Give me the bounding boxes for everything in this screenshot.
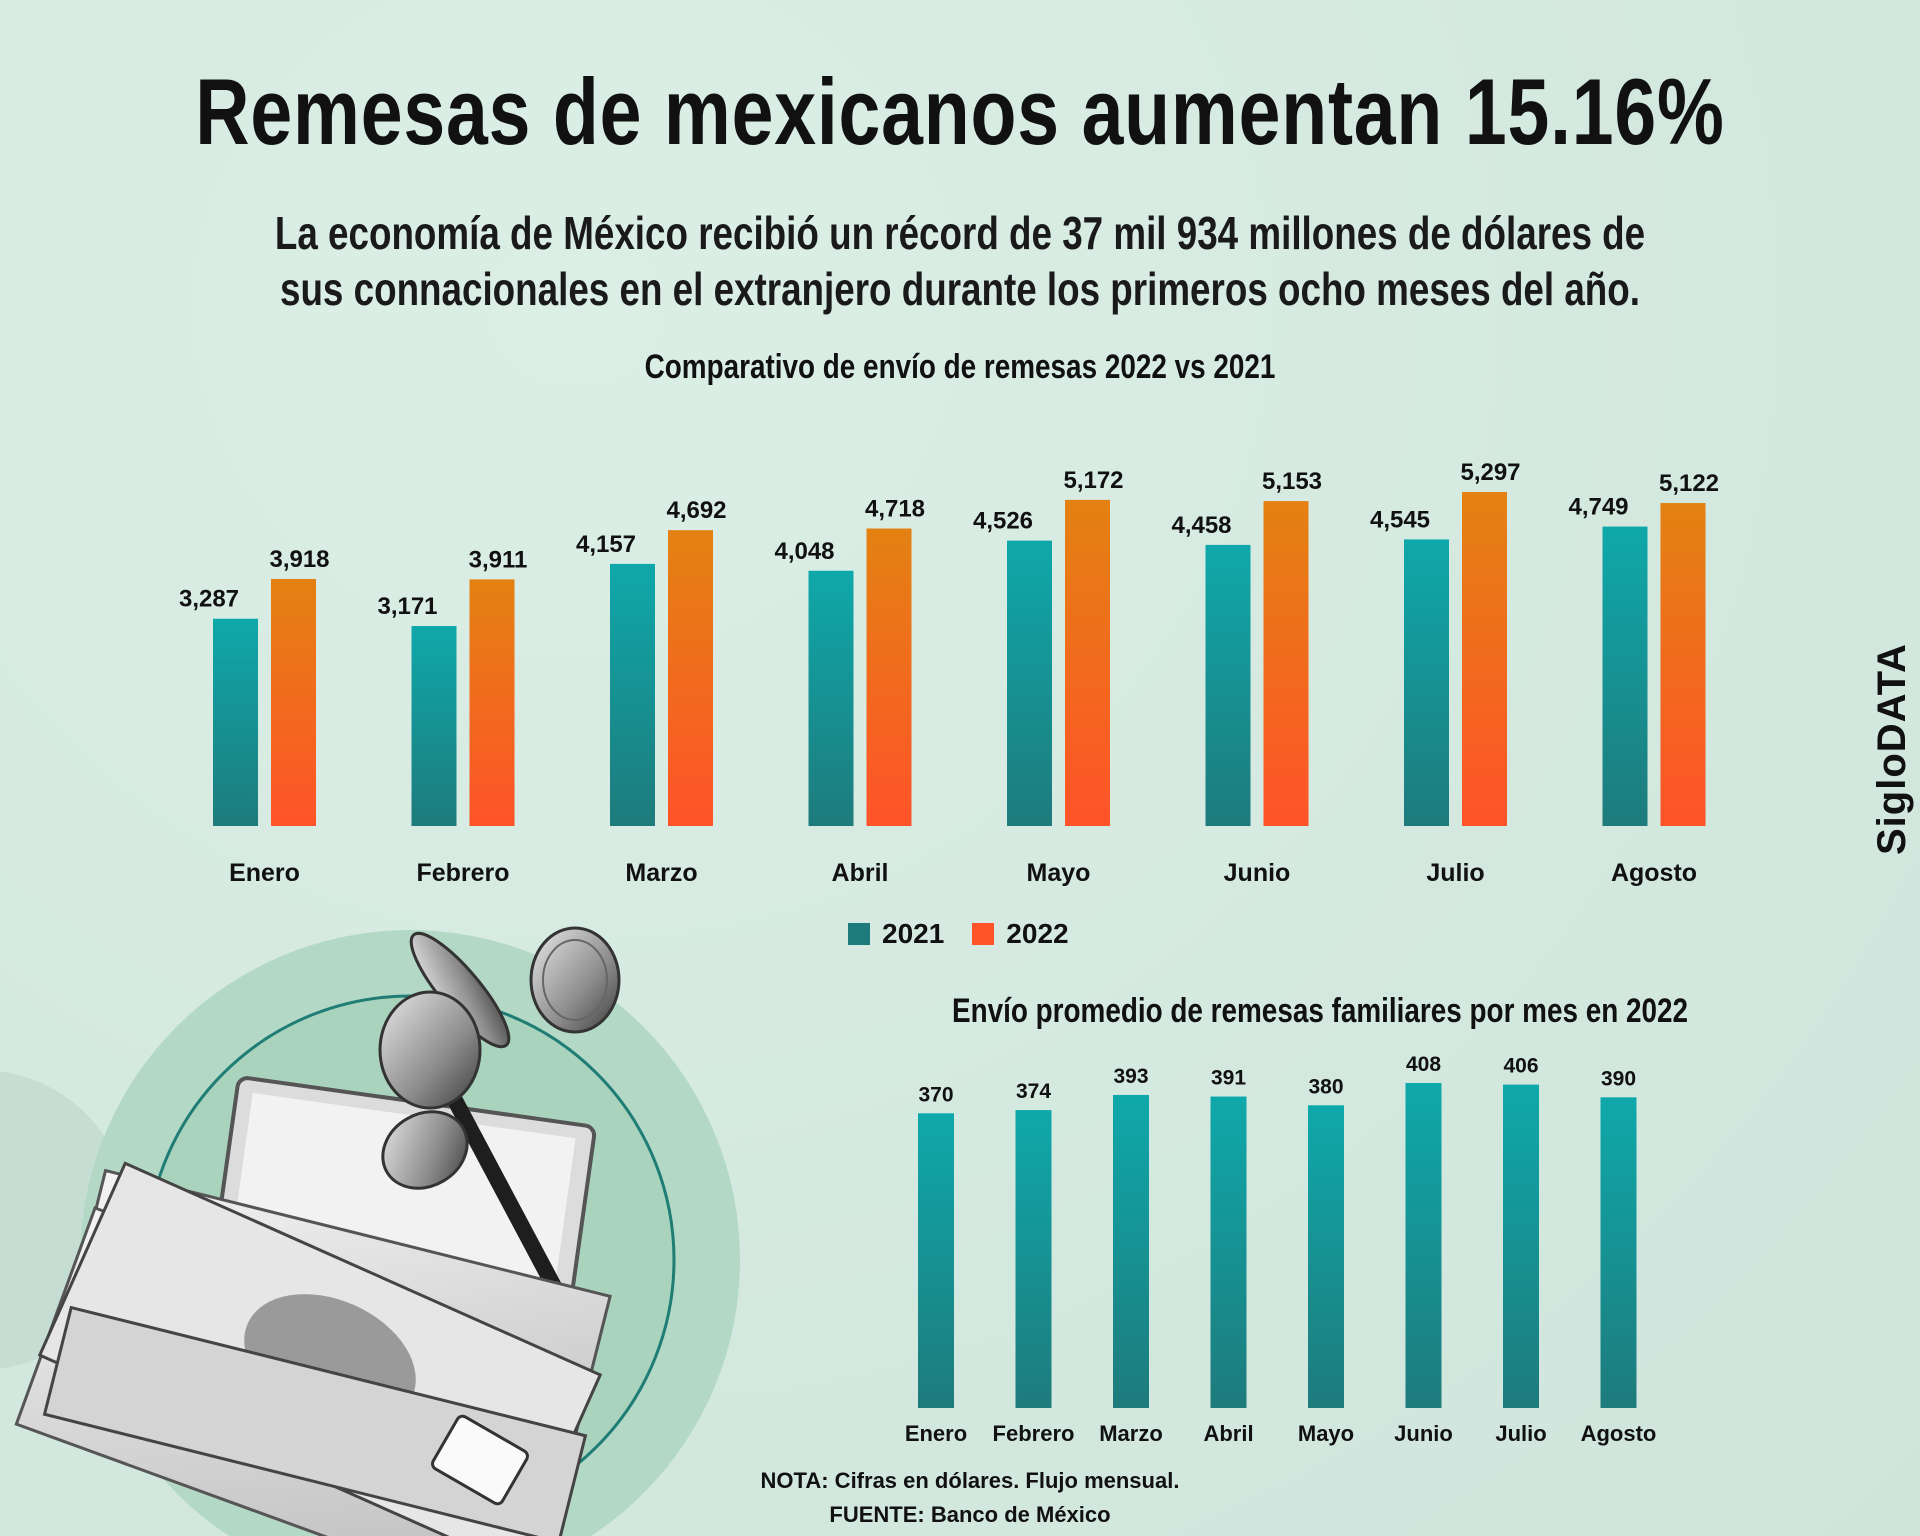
value-label-2021-enero: 3,287 — [179, 586, 239, 613]
avg-category-label-mayo: Mayo — [1298, 1421, 1354, 1446]
category-label-abril: Abril — [832, 859, 889, 887]
avg-category-label-abril: Abril — [1203, 1421, 1253, 1446]
bar-2022-marzo — [668, 530, 713, 826]
legend-label-2021: 2021 — [882, 918, 945, 949]
dollar-bills-icon — [14, 1161, 612, 1536]
subtitle-line-1: La economía de México recibió un récord … — [274, 207, 1646, 259]
avg-value-label-abril: 391 — [1211, 1067, 1246, 1090]
value-label-2022-febrero: 3,911 — [469, 546, 528, 573]
bar-2021-enero — [213, 618, 258, 826]
avg-bar-junio — [1405, 1083, 1442, 1408]
subtitle: La economía de México recibió un récord … — [192, 205, 1728, 317]
average-bar-chart: 370 Enero 374 Febrero 393 Marzo 391 Abril 380 May… — [905, 1053, 1657, 1446]
value-label-2022-abril: 4,718 — [865, 496, 925, 523]
avg-value-label-marzo: 393 — [1113, 1065, 1148, 1088]
avg-category-label-febrero: Febrero — [993, 1421, 1075, 1446]
avg-bar-marzo — [1113, 1094, 1149, 1408]
bar-2021-abril — [808, 570, 854, 826]
bar-2022-julio — [1462, 492, 1507, 826]
value-label-2022-agosto: 5,122 — [1659, 470, 1719, 497]
avg-category-label-julio: Julio — [1495, 1421, 1546, 1446]
avg-category-label-agosto: Agosto — [1581, 1421, 1657, 1446]
value-label-2022-mayo: 5,172 — [1063, 467, 1123, 494]
chart-legend: 2021 2022 — [848, 918, 1069, 950]
bar-2021-mayo — [1007, 540, 1052, 826]
avg-bar-agosto — [1600, 1097, 1637, 1408]
value-label-2022-marzo: 4,692 — [666, 497, 726, 524]
bar-2022-mayo — [1065, 499, 1110, 826]
bar-2021-julio — [1404, 539, 1449, 826]
value-label-2021-mayo: 4,526 — [973, 508, 1033, 535]
bar-2022-enero — [271, 578, 316, 826]
bar-2022-agosto — [1660, 503, 1706, 826]
comparison-bar-chart: 3,287 3,918 Enero 3,171 3,911 Febrero 4,157 4,6… — [179, 459, 1719, 887]
legend-swatch-2021 — [848, 923, 870, 945]
avg-category-label-enero: Enero — [905, 1421, 967, 1446]
bar-2021-junio — [1205, 544, 1251, 826]
avg-category-label-junio: Junio — [1394, 1421, 1453, 1446]
avg-value-label-julio: 406 — [1503, 1055, 1538, 1078]
legend-item-2021: 2021 — [848, 918, 944, 950]
legend-label-2022: 2022 — [1006, 918, 1069, 949]
money-illustration — [0, 926, 740, 1536]
value-label-2021-marzo: 4,157 — [576, 531, 636, 558]
value-label-2021-agosto: 4,749 — [1568, 494, 1628, 521]
coins-icon — [378, 926, 621, 1190]
value-label-2021-febrero: 3,171 — [377, 593, 437, 620]
avg-bar-abril — [1210, 1096, 1247, 1408]
category-label-agosto: Agosto — [1611, 859, 1697, 887]
bar-2022-abril — [866, 528, 912, 826]
comparison-chart-title: Comparativo de envío de remesas 2022 vs … — [644, 348, 1276, 386]
avg-value-label-febrero: 374 — [1016, 1080, 1051, 1103]
category-label-marzo: Marzo — [625, 859, 697, 887]
value-label-2022-enero: 3,918 — [269, 546, 329, 573]
value-label-2022-julio: 5,297 — [1460, 459, 1520, 486]
bar-2021-febrero — [411, 626, 457, 826]
category-label-julio: Julio — [1426, 859, 1484, 887]
legend-item-2022: 2022 — [972, 918, 1069, 950]
category-label-junio: Junio — [1224, 859, 1291, 887]
average-chart-title: Envío promedio de remesas familiares por… — [951, 992, 1689, 1030]
bar-2022-febrero — [469, 579, 515, 826]
brand-logo: SigloDATA — [1870, 643, 1914, 855]
source-note: FUENTE: Banco de México — [829, 1502, 1111, 1527]
avg-bar-mayo — [1308, 1105, 1344, 1408]
value-label-2021-abril: 4,048 — [774, 538, 834, 565]
subtitle-line-2: sus connacionales en el extranjero duran… — [279, 263, 1640, 315]
category-label-febrero: Febrero — [416, 859, 509, 887]
bar-2021-marzo — [610, 563, 655, 826]
category-label-mayo: Mayo — [1027, 859, 1091, 887]
category-label-enero: Enero — [229, 859, 300, 887]
avg-category-label-marzo: Marzo — [1099, 1421, 1163, 1446]
bar-2021-agosto — [1602, 526, 1648, 826]
bar-2022-junio — [1263, 501, 1309, 826]
avg-value-label-agosto: 390 — [1601, 1067, 1636, 1090]
page-title: Remesas de mexicanos aumentan 15.16% — [195, 59, 1725, 164]
value-label-2022-junio: 5,153 — [1262, 468, 1322, 495]
avg-value-label-junio: 408 — [1406, 1053, 1441, 1076]
value-label-2021-julio: 4,545 — [1370, 506, 1430, 533]
avg-bar-enero — [918, 1113, 954, 1408]
avg-value-label-mayo: 380 — [1308, 1075, 1343, 1098]
value-label-2021-junio: 4,458 — [1171, 512, 1231, 539]
avg-bar-febrero — [1015, 1110, 1052, 1408]
avg-value-label-enero: 370 — [918, 1083, 953, 1106]
footnote: NOTA: Cifras en dólares. Flujo mensual. — [760, 1468, 1180, 1493]
avg-bar-julio — [1503, 1084, 1539, 1408]
legend-swatch-2022 — [972, 923, 995, 945]
